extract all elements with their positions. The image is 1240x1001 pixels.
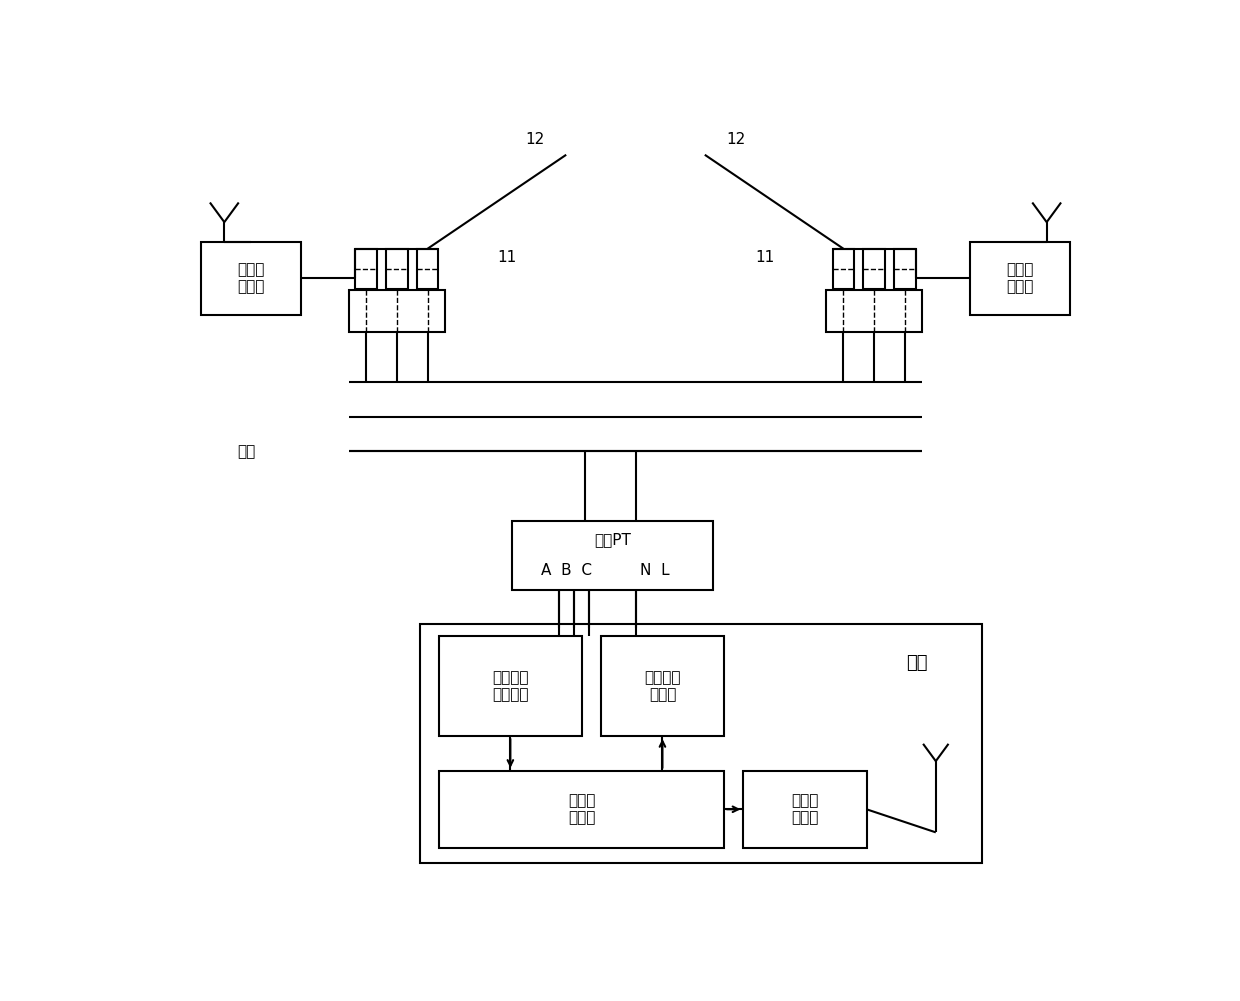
Bar	[355, 248, 377, 288]
Text: 小波信号
发射器: 小波信号 发射器	[645, 670, 681, 703]
Bar	[512, 521, 713, 590]
Text: 接地故障
监测电路: 接地故障 监测电路	[492, 670, 528, 703]
Bar	[826, 289, 923, 332]
Bar	[201, 242, 301, 315]
Bar	[894, 248, 916, 288]
Text: 运算控
制单元: 运算控 制单元	[568, 793, 595, 826]
Text: 母线: 母线	[238, 443, 255, 458]
Text: N  L: N L	[640, 564, 670, 578]
Bar	[439, 636, 582, 736]
Text: 无线发
送单元: 无线发 送单元	[238, 262, 265, 294]
Text: 11: 11	[755, 249, 774, 264]
Bar	[420, 625, 982, 863]
Text: A  B  C: A B C	[541, 564, 591, 578]
Text: 12: 12	[725, 132, 745, 147]
Text: 11: 11	[497, 249, 516, 264]
Bar	[601, 636, 724, 736]
Bar	[386, 248, 408, 288]
Bar	[970, 242, 1070, 315]
Bar	[743, 771, 867, 848]
Bar	[417, 248, 439, 288]
Text: 主机: 主机	[905, 654, 928, 672]
Bar	[439, 771, 724, 848]
Text: 12: 12	[526, 132, 546, 147]
Text: 母线PT: 母线PT	[594, 533, 631, 548]
Bar	[863, 248, 885, 288]
Text: 无线接
收单元: 无线接 收单元	[791, 793, 818, 826]
Text: 无线发
送单元: 无线发 送单元	[1006, 262, 1033, 294]
Bar	[350, 289, 444, 332]
Bar	[832, 248, 854, 288]
